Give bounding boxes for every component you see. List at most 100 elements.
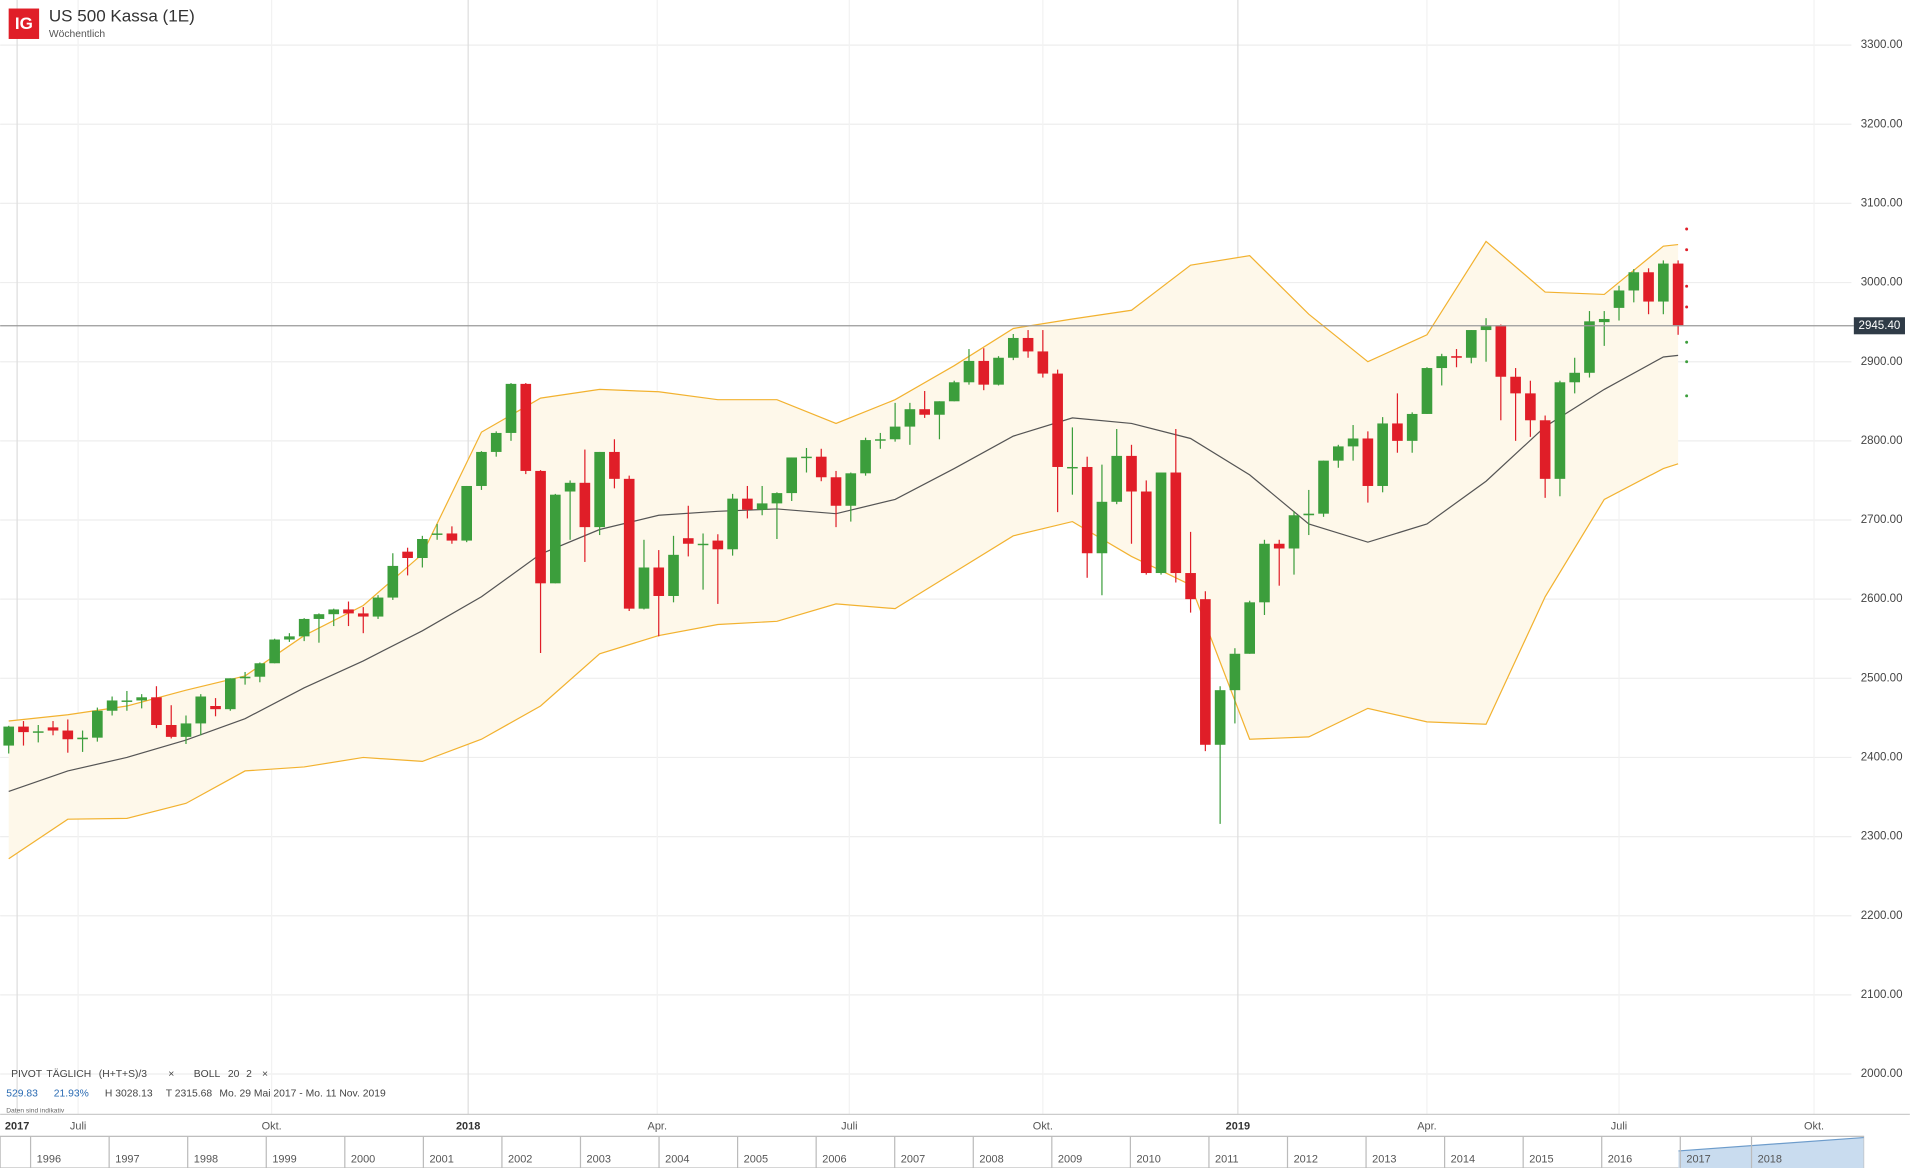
y-axis: 2000.00 2100.00 2200.00 2300.00 2400.00 2500.…	[1853, 39, 1905, 1080]
legend-close[interactable]: ×	[168, 1069, 174, 1080]
candle-body	[343, 609, 354, 614]
candle-body	[1451, 356, 1462, 358]
legend-pivot[interactable]: PIVOT	[11, 1069, 43, 1080]
pivot-level	[1685, 360, 1689, 364]
candle-body	[1436, 356, 1448, 369]
candle-body	[1140, 491, 1152, 574]
navigator-year: 2004	[665, 1153, 689, 1165]
navigator-year: 2018	[1758, 1153, 1782, 1165]
candle-body	[3, 726, 15, 746]
candle-body	[771, 493, 783, 504]
candle-body	[313, 614, 325, 619]
candle-body	[1244, 602, 1255, 654]
candle-body	[1111, 455, 1123, 502]
legend-boll-dev: 2	[246, 1069, 252, 1080]
candle-body	[254, 663, 266, 677]
x-tick-label: Okt.	[262, 1120, 282, 1132]
pivot-level	[1685, 340, 1689, 344]
candle-body	[1377, 423, 1388, 486]
legend-pivot-period: TÄGLICH	[46, 1068, 91, 1080]
candle-body	[993, 357, 1004, 385]
navigator-frame[interactable]	[0, 1135, 1865, 1168]
y-tick-label: 2900.00	[1861, 356, 1903, 368]
candle-body	[1067, 466, 1078, 469]
candle-body	[889, 426, 901, 440]
candle-body	[62, 730, 74, 740]
navigator-year: 2015	[1529, 1153, 1553, 1165]
candle-body	[535, 470, 546, 584]
candle-body	[1229, 653, 1241, 691]
overlay-line	[8, 240, 1679, 722]
candle-body	[195, 696, 207, 724]
candle-body	[801, 456, 812, 459]
navigator-year: 2013	[1372, 1153, 1396, 1165]
candle-body	[697, 543, 709, 546]
navigator-year: 1997	[115, 1153, 139, 1165]
candle-body	[727, 498, 738, 550]
candle-body	[712, 540, 724, 550]
navigator-year: 1999	[272, 1153, 296, 1165]
legend-pivot-formula: (H+T+S)/3	[99, 1069, 148, 1080]
candle-body	[372, 597, 384, 617]
navigator[interactable]: 1996 1997 1998 1999 2000 2001 2002 2003 2004 2005…	[0, 1135, 1865, 1168]
candle-body	[402, 551, 413, 558]
candle-body	[357, 613, 369, 617]
candle-body	[1052, 373, 1063, 467]
navigator-year: 2000	[351, 1153, 375, 1165]
candle-body	[623, 478, 635, 609]
candle-body	[224, 678, 236, 710]
candle-body	[1007, 337, 1019, 358]
navigator-year: 2010	[1136, 1153, 1160, 1165]
candle-body	[1022, 337, 1034, 352]
candle-body	[1273, 543, 1285, 549]
navigator-year: 2002	[508, 1153, 532, 1165]
candle-body	[948, 382, 960, 402]
candle-body	[1392, 423, 1403, 441]
candle-body	[180, 723, 192, 737]
legend-close[interactable]: ×	[262, 1069, 268, 1080]
candle-body	[1672, 263, 1684, 326]
indicator-legend: PIVOT TÄGLICH (H+T+S)/3 × BOLL 20 2 × 52…	[6, 1068, 386, 1115]
legend-boll[interactable]: BOLL	[194, 1069, 221, 1080]
x-tick-label: Okt.	[1033, 1120, 1053, 1132]
stat-change-pct: 21.93%	[54, 1088, 89, 1099]
candle-body	[165, 725, 177, 737]
candle-body	[830, 477, 842, 506]
navigator-year: 2006	[822, 1153, 846, 1165]
candle-body	[978, 360, 990, 385]
candle-body	[1288, 515, 1300, 549]
x-tick-label: Apr.	[648, 1120, 667, 1132]
y-tick-label: 2200.00	[1861, 910, 1903, 922]
candle-body	[594, 451, 605, 528]
chart-subtitle: Wöchentlich	[49, 29, 106, 40]
candle-body	[579, 482, 591, 528]
candle-body	[476, 451, 487, 486]
candle-body	[18, 726, 29, 733]
pivot-level	[1685, 227, 1689, 231]
candle-body	[1185, 573, 1196, 600]
navigator-year: 2017	[1686, 1153, 1710, 1165]
candle-body	[1126, 455, 1137, 492]
plot	[0, 227, 1854, 860]
candle-body	[815, 456, 827, 478]
navigator-year: 2011	[1215, 1153, 1239, 1165]
y-tick-label: 3000.00	[1861, 277, 1903, 289]
pivot-level	[1685, 248, 1689, 252]
candle-body	[653, 567, 665, 596]
overlay-line	[8, 354, 1679, 793]
navigator-year: 2001	[429, 1153, 453, 1165]
navigator-year: 2016	[1608, 1153, 1632, 1165]
navigator-year: 2003	[587, 1153, 611, 1165]
navigator-year: 2014	[1451, 1153, 1475, 1165]
candle-body	[387, 565, 399, 598]
candle-body	[609, 451, 620, 479]
candle-body	[1200, 599, 1211, 745]
candle-body	[446, 533, 458, 541]
candle-body	[210, 706, 221, 710]
y-tick-label: 2000.00	[1861, 1068, 1903, 1080]
y-tick-label: 2600.00	[1861, 593, 1903, 605]
y-tick-label: 3300.00	[1861, 39, 1903, 51]
navigator-year: 2007	[901, 1153, 925, 1165]
candle-body	[1318, 460, 1329, 514]
candle-body	[1037, 351, 1049, 374]
